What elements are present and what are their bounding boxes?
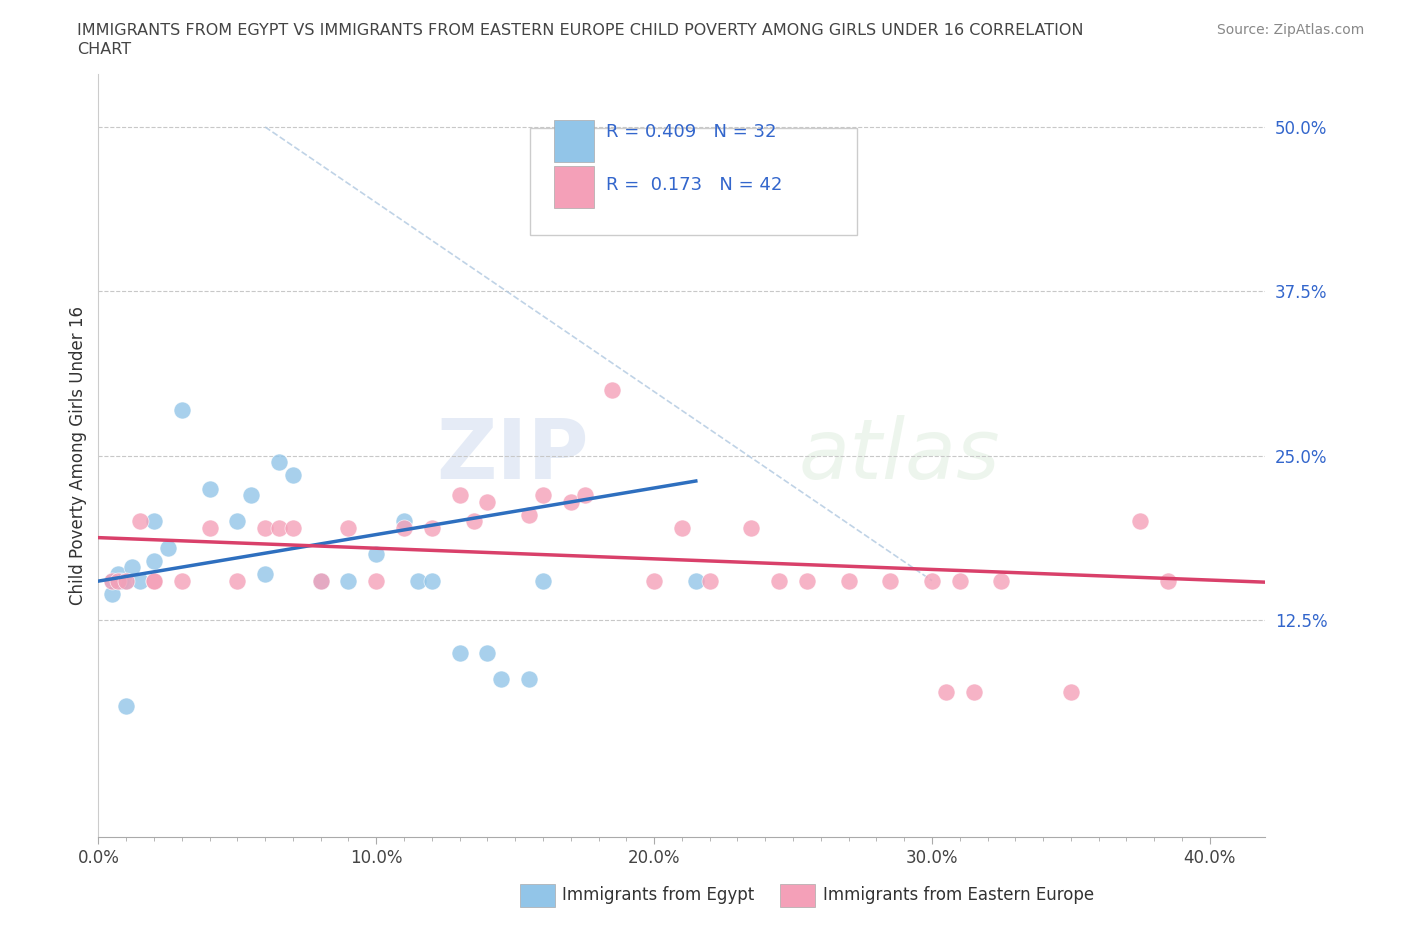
Text: ZIP: ZIP [436, 415, 589, 497]
Text: atlas: atlas [799, 415, 1000, 497]
Point [254, 521, 277, 536]
Point [129, 573, 152, 588]
Point [143, 514, 166, 529]
Point [121, 560, 143, 575]
Point [517, 671, 540, 686]
Point [1157, 573, 1180, 588]
Point [517, 508, 540, 523]
Point [560, 494, 582, 509]
Point [491, 671, 513, 686]
Point [198, 481, 221, 496]
Text: IMMIGRANTS FROM EGYPT VS IMMIGRANTS FROM EASTERN EUROPE CHILD POVERTY AMONG GIRL: IMMIGRANTS FROM EGYPT VS IMMIGRANTS FROM… [77, 23, 1084, 38]
Point [226, 514, 249, 529]
Point [143, 573, 166, 588]
Point [477, 494, 499, 509]
Point [463, 514, 485, 529]
Point [198, 521, 221, 536]
Point [101, 573, 124, 588]
Point [449, 487, 471, 502]
Text: R = 0.409   N = 32: R = 0.409 N = 32 [606, 123, 776, 140]
Point [107, 573, 129, 588]
Point [768, 573, 790, 588]
Point [392, 521, 415, 536]
Point [574, 487, 596, 502]
Point [935, 684, 957, 699]
Point [309, 573, 332, 588]
Point [643, 573, 665, 588]
Text: Immigrants from Egypt: Immigrants from Egypt [562, 885, 755, 904]
Point [420, 573, 443, 588]
Point [685, 573, 707, 588]
Point [267, 521, 290, 536]
Point [337, 521, 360, 536]
Point [740, 521, 762, 536]
Point [1129, 514, 1152, 529]
Point [990, 573, 1012, 588]
FancyBboxPatch shape [554, 120, 595, 162]
Point [449, 645, 471, 660]
Text: Source: ZipAtlas.com: Source: ZipAtlas.com [1216, 23, 1364, 37]
Y-axis label: Child Poverty Among Girls Under 16: Child Poverty Among Girls Under 16 [69, 306, 87, 605]
Point [101, 573, 124, 588]
Point [170, 403, 193, 418]
Point [170, 573, 193, 588]
Point [392, 514, 415, 529]
Point [531, 573, 554, 588]
FancyBboxPatch shape [530, 127, 858, 234]
Point [281, 521, 304, 536]
Point [337, 573, 360, 588]
Point [143, 573, 166, 588]
Point [477, 645, 499, 660]
Point [110, 573, 132, 588]
Point [129, 514, 152, 529]
Point [267, 455, 290, 470]
Point [254, 566, 277, 581]
Point [143, 553, 166, 568]
Point [366, 547, 388, 562]
Point [879, 573, 901, 588]
Point [115, 573, 138, 588]
Point [685, 172, 707, 187]
Point [309, 573, 332, 588]
Point [156, 540, 179, 555]
Point [602, 382, 624, 397]
Point [838, 573, 860, 588]
Point [281, 468, 304, 483]
Point [628, 212, 651, 227]
Point [921, 573, 943, 588]
Text: Immigrants from Eastern Europe: Immigrants from Eastern Europe [823, 885, 1094, 904]
Point [949, 573, 972, 588]
Point [699, 573, 721, 588]
Point [962, 684, 984, 699]
Point [1060, 684, 1083, 699]
FancyBboxPatch shape [554, 166, 595, 207]
Point [796, 573, 818, 588]
Point [671, 521, 693, 536]
Point [226, 573, 249, 588]
Point [115, 573, 138, 588]
Point [101, 586, 124, 601]
Point [366, 573, 388, 588]
Point [406, 573, 429, 588]
Point [107, 566, 129, 581]
Text: R =  0.173   N = 42: R = 0.173 N = 42 [606, 176, 782, 194]
Point [420, 521, 443, 536]
Point [115, 698, 138, 713]
Point [531, 487, 554, 502]
Point [240, 487, 263, 502]
Text: CHART: CHART [77, 42, 131, 57]
